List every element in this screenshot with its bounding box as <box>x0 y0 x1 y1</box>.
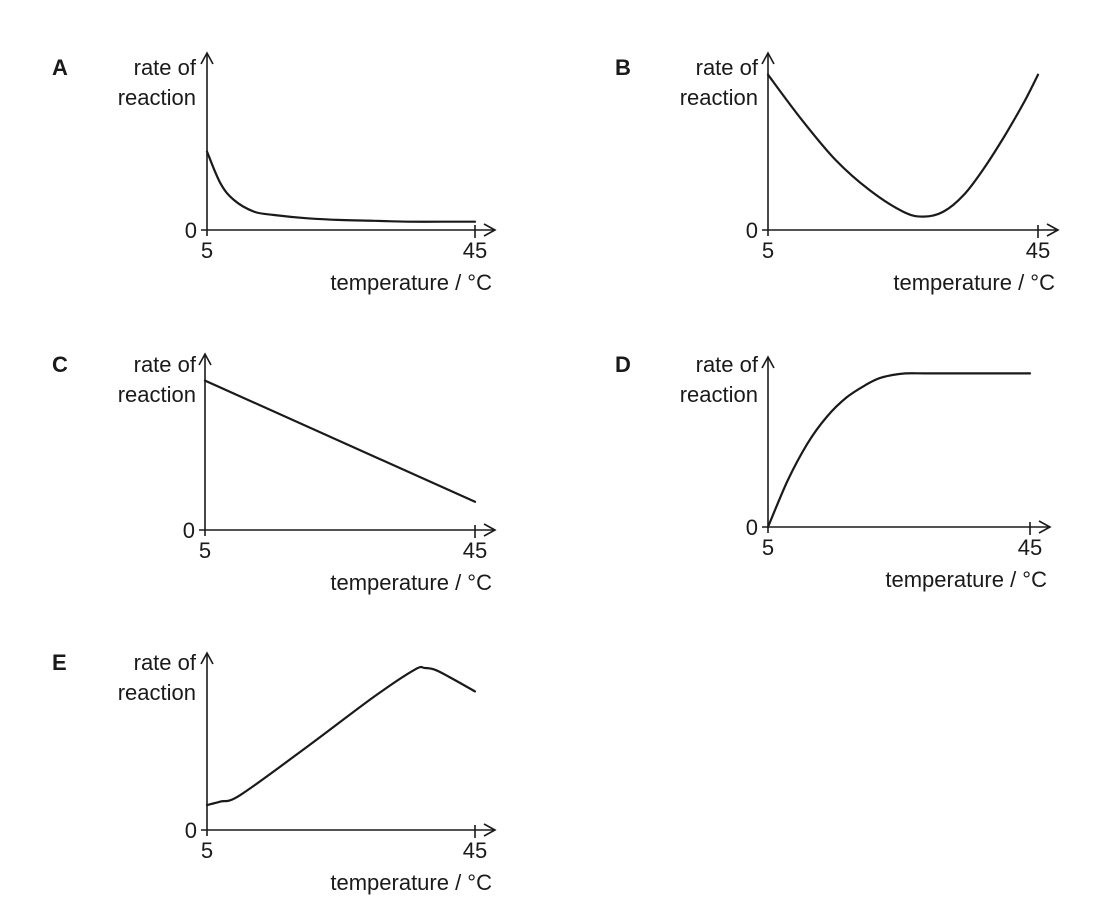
x-axis-arrow <box>483 823 497 837</box>
y-axis-arrow <box>200 51 214 65</box>
panel-letter: D <box>615 352 631 377</box>
y-axis-arrow <box>761 355 775 369</box>
series-line <box>205 665 477 807</box>
x-tick-label: 5 <box>762 238 774 263</box>
x-axis-label: temperature / °C <box>330 870 492 895</box>
x-axis-label: temperature / °C <box>893 270 1055 295</box>
x-axis-label: temperature / °C <box>885 567 1047 592</box>
x-axis-arrow <box>483 223 497 237</box>
panel-letter: C <box>52 352 68 377</box>
x-tick-label: 5 <box>201 238 213 263</box>
series-line <box>766 73 1040 218</box>
y-axis-label-line: rate of <box>134 352 197 377</box>
y-axis-label-line: rate of <box>696 55 759 80</box>
y-axis-label-line: rate of <box>134 55 197 80</box>
x-axis-arrow <box>1046 223 1060 237</box>
y-axis-label-line: reaction <box>118 85 196 110</box>
y-axis-label-line: reaction <box>680 85 758 110</box>
panel-letter: E <box>52 650 67 675</box>
panel-letter: B <box>615 55 631 80</box>
x-tick-label: 45 <box>1026 238 1050 263</box>
series-line <box>766 372 1032 529</box>
x-axis-arrow <box>1038 520 1052 534</box>
y-tick-label: 0 <box>185 818 197 843</box>
x-axis-label: temperature / °C <box>330 570 492 595</box>
panel-letter: A <box>52 55 68 80</box>
x-tick-label: 45 <box>463 238 487 263</box>
y-axis-label-line: reaction <box>118 382 196 407</box>
y-axis-label-line: rate of <box>696 352 759 377</box>
y-tick-label: 0 <box>185 218 197 243</box>
x-tick-label: 45 <box>1018 535 1042 560</box>
y-tick-label: 0 <box>746 218 758 243</box>
y-axis-arrow <box>761 51 775 65</box>
y-axis-arrow <box>200 651 214 665</box>
y-tick-label: 0 <box>746 515 758 540</box>
x-tick-label: 5 <box>201 838 213 863</box>
x-tick-label: 5 <box>199 538 211 563</box>
y-axis-arrow <box>198 352 212 366</box>
x-axis-label: temperature / °C <box>330 270 492 295</box>
y-axis-label-line: reaction <box>680 382 758 407</box>
y-axis-label-line: rate of <box>134 650 197 675</box>
x-tick-label: 45 <box>463 838 487 863</box>
y-axis-label-line: reaction <box>118 680 196 705</box>
series-line <box>203 379 477 503</box>
x-axis-arrow <box>483 523 497 537</box>
x-tick-label: 5 <box>762 535 774 560</box>
y-tick-label: 0 <box>183 518 195 543</box>
x-tick-label: 45 <box>463 538 487 563</box>
series-line <box>205 150 477 223</box>
